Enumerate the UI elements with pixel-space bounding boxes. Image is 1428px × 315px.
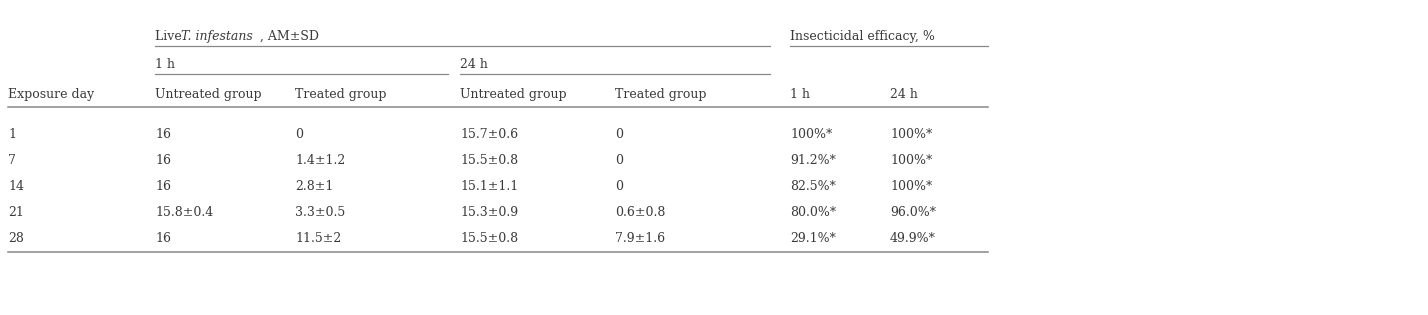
Text: 82.5%*: 82.5%*	[790, 180, 835, 193]
Text: Treated group: Treated group	[615, 88, 707, 101]
Text: Exposure day: Exposure day	[9, 88, 94, 101]
Text: 2.8±1: 2.8±1	[296, 180, 333, 193]
Text: 80.0%*: 80.0%*	[790, 206, 837, 219]
Text: Untreated group: Untreated group	[460, 88, 567, 101]
Text: 0: 0	[615, 180, 623, 193]
Text: 11.5±2: 11.5±2	[296, 232, 341, 245]
Text: 0: 0	[615, 154, 623, 167]
Text: , AM±SD: , AM±SD	[260, 30, 318, 43]
Text: 7: 7	[9, 154, 16, 167]
Text: 96.0%*: 96.0%*	[890, 206, 935, 219]
Text: 16: 16	[156, 128, 171, 141]
Text: 16: 16	[156, 180, 171, 193]
Text: 16: 16	[156, 154, 171, 167]
Text: 15.8±0.4: 15.8±0.4	[156, 206, 213, 219]
Text: 14: 14	[9, 180, 24, 193]
Text: 1 h: 1 h	[156, 58, 176, 71]
Text: 100%*: 100%*	[890, 154, 932, 167]
Text: 15.5±0.8: 15.5±0.8	[460, 232, 518, 245]
Text: Live: Live	[156, 30, 186, 43]
Text: 3.3±0.5: 3.3±0.5	[296, 206, 346, 219]
Text: 100%*: 100%*	[890, 180, 932, 193]
Text: 15.7±0.6: 15.7±0.6	[460, 128, 518, 141]
Text: 24 h: 24 h	[460, 58, 488, 71]
Text: 28: 28	[9, 232, 24, 245]
Text: 0: 0	[296, 128, 303, 141]
Text: 24 h: 24 h	[890, 88, 918, 101]
Text: Treated group: Treated group	[296, 88, 387, 101]
Text: Untreated group: Untreated group	[156, 88, 261, 101]
Text: 7.9±1.6: 7.9±1.6	[615, 232, 665, 245]
Text: 15.3±0.9: 15.3±0.9	[460, 206, 518, 219]
Text: 16: 16	[156, 232, 171, 245]
Text: 91.2%*: 91.2%*	[790, 154, 835, 167]
Text: 15.5±0.8: 15.5±0.8	[460, 154, 518, 167]
Text: 29.1%*: 29.1%*	[790, 232, 835, 245]
Text: 15.1±1.1: 15.1±1.1	[460, 180, 518, 193]
Text: 1: 1	[9, 128, 16, 141]
Text: 0: 0	[615, 128, 623, 141]
Text: 100%*: 100%*	[790, 128, 833, 141]
Text: 21: 21	[9, 206, 24, 219]
Text: 49.9%*: 49.9%*	[890, 232, 935, 245]
Text: 1 h: 1 h	[790, 88, 810, 101]
Text: Insecticidal efficacy, %: Insecticidal efficacy, %	[790, 30, 935, 43]
Text: 100%*: 100%*	[890, 128, 932, 141]
Text: 1.4±1.2: 1.4±1.2	[296, 154, 346, 167]
Text: 0.6±0.8: 0.6±0.8	[615, 206, 665, 219]
Text: T. infestans: T. infestans	[181, 30, 253, 43]
